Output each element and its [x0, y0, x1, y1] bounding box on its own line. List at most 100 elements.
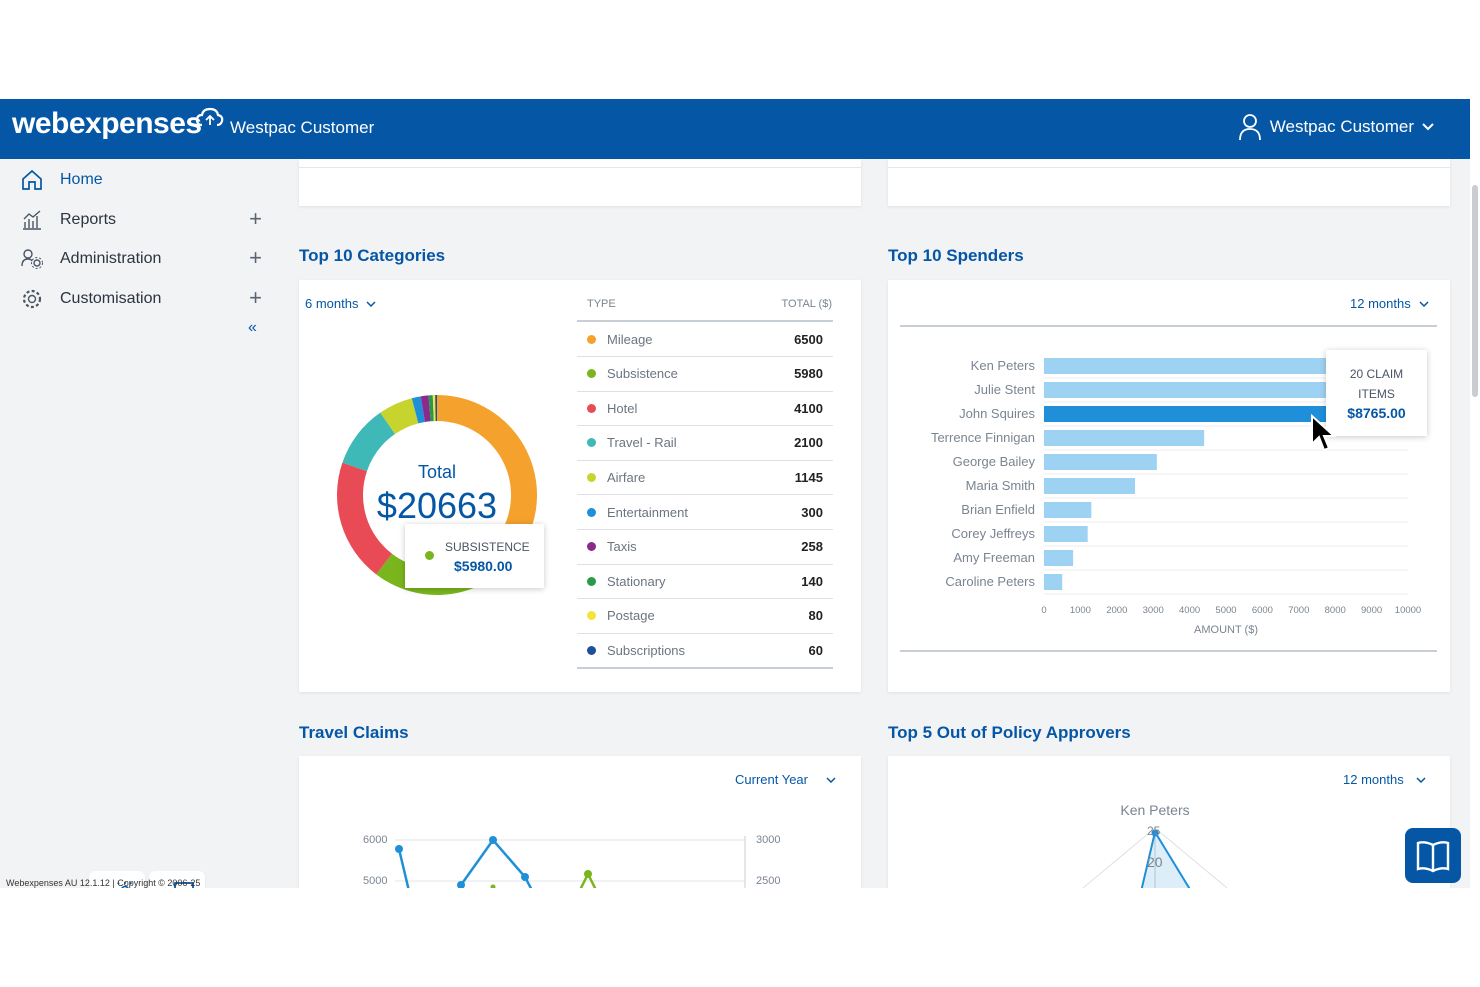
- x-tick-label: 8000: [1325, 605, 1346, 616]
- chevron-down-icon: [1422, 123, 1434, 131]
- donut-slice: [337, 462, 393, 575]
- approvers-period-dropdown[interactable]: 12 months: [1343, 772, 1426, 787]
- category-label: Mileage: [607, 331, 653, 347]
- category-total: 1145: [794, 469, 823, 485]
- category-label: Entertainment: [607, 504, 688, 520]
- tooltip-line2: ITEMS: [1358, 387, 1395, 401]
- x-tick-label: 0: [1041, 605, 1046, 616]
- category-total: 60: [808, 642, 823, 658]
- spender-name: Amy Freeman: [953, 550, 1035, 565]
- category-row[interactable]: Airfare 1145: [577, 460, 833, 496]
- expand-plus-icon[interactable]: +: [249, 245, 262, 270]
- category-row[interactable]: Subsistence 5980: [577, 357, 833, 392]
- categories-period-dropdown[interactable]: 6 months: [305, 296, 377, 311]
- spenders-title: Top 10 Spenders: [888, 246, 1024, 265]
- category-total: 140: [801, 573, 823, 589]
- spender-bar: [1044, 382, 1379, 398]
- category-row[interactable]: Postage 80: [577, 599, 833, 634]
- footer-copyright: Webexpenses AU 12.1.12 | Copyright © 200…: [6, 878, 201, 888]
- page-scrollbar[interactable]: [1472, 185, 1478, 397]
- tooltip-value: $5980.00: [454, 558, 513, 574]
- top-bar: webexpenses Westpac Customer Westpac Cus…: [0, 99, 1470, 159]
- guide-book-button[interactable]: [1405, 828, 1461, 883]
- spenders-top-rule: [900, 325, 1437, 327]
- legend-dot: [587, 507, 596, 517]
- open-book-icon: [1416, 840, 1450, 872]
- sidebar-item-reports[interactable]: Reports +: [20, 205, 264, 235]
- sidebar-item-label: Home: [60, 171, 103, 188]
- category-row[interactable]: Taxis 258: [577, 530, 833, 565]
- x-tick-label: 3000: [1143, 605, 1164, 616]
- expand-plus-icon[interactable]: +: [249, 206, 262, 231]
- category-row[interactable]: Subscriptions 60: [577, 633, 833, 669]
- spender-bar: [1044, 454, 1157, 470]
- right-tick-3000: 3000: [756, 834, 781, 846]
- tooltip-label: SUBSISTENCE: [445, 540, 530, 554]
- chevron-down-icon: [1416, 776, 1426, 783]
- category-label: Postage: [607, 608, 655, 624]
- user-menu[interactable]: Westpac Customer: [1238, 113, 1434, 141]
- spender-name: Brian Enfield: [961, 502, 1035, 517]
- mouse-cursor-icon: [1311, 414, 1337, 452]
- spender-tooltip: 20 CLAIM ITEMS $8765.00: [1326, 350, 1427, 436]
- legend-dot: [587, 542, 596, 552]
- categories-title: Top 10 Categories: [299, 246, 446, 265]
- spender-name: Terrence Finnigan: [931, 430, 1035, 445]
- tooltip-line1: 20 CLAIM: [1349, 367, 1404, 381]
- spender-bar: [1044, 526, 1088, 542]
- donut-total-label: Total: [417, 462, 457, 482]
- cloud-sync-icon: [196, 107, 224, 127]
- travel-line-chart: [395, 836, 746, 888]
- radar-axis-label: Ken Peters: [1120, 802, 1190, 818]
- category-row[interactable]: Hotel 4100: [577, 391, 833, 427]
- categories-card: 6 months Total $20663 SUBSISTENCE $5980.…: [299, 280, 861, 692]
- category-label: Hotel: [607, 400, 638, 416]
- radar-ring-20: 20: [1147, 854, 1163, 870]
- travel-period-dropdown[interactable]: Current Year: [735, 772, 836, 787]
- travel-claims-card: Current Year 6000 5000 3000 2500: [299, 756, 861, 888]
- table-bottom-rule: [577, 667, 833, 669]
- category-total: 5980: [794, 366, 823, 382]
- donut-total-value: $20663: [376, 485, 498, 526]
- sidebar-item-home[interactable]: Home: [20, 165, 264, 195]
- category-row[interactable]: Entertainment 300: [577, 495, 833, 530]
- spender-bar: [1044, 430, 1205, 446]
- organisation-name: Westpac Customer: [230, 118, 375, 137]
- legend-dot: [587, 334, 596, 344]
- sidebar-item-administration[interactable]: Administration +: [20, 244, 264, 274]
- spender-bar: [1044, 574, 1063, 590]
- spender-name: Caroline Peters: [945, 574, 1035, 589]
- donut-slice: [411, 396, 425, 424]
- legend-dot: [587, 611, 596, 621]
- spenders-bottom-rule: [900, 650, 1437, 652]
- donut-slice: [435, 395, 437, 422]
- approvers-radar-chart: [1082, 827, 1228, 888]
- category-row[interactable]: Mileage 6500: [577, 322, 833, 357]
- chat-support-button[interactable]: [149, 871, 205, 888]
- tooltip-dot: [425, 551, 434, 560]
- sidebar-item-label: Reports: [60, 211, 117, 228]
- right-tick-2500: 2500: [756, 875, 781, 887]
- spender-name: John Squires: [959, 406, 1035, 421]
- sidebar-item-customisation[interactable]: Customisation +: [20, 284, 264, 314]
- travel-claims-title: Travel Claims: [299, 723, 409, 742]
- legend-dot: [587, 403, 596, 413]
- spender-bar: [1044, 478, 1135, 494]
- support-person-button[interactable]: [89, 871, 145, 888]
- approvers-card: 12 months Ken Peters 25 20: [888, 756, 1450, 888]
- legend-dot: [587, 369, 596, 379]
- spenders-period-dropdown[interactable]: 12 months: [1350, 296, 1429, 311]
- x-tick-label: 10000: [1395, 605, 1421, 616]
- app-window: webexpenses Westpac Customer Westpac Cus…: [0, 99, 1470, 888]
- category-total: 300: [801, 504, 823, 520]
- expand-plus-icon[interactable]: +: [249, 285, 262, 310]
- category-row[interactable]: Stationary 140: [577, 564, 833, 600]
- category-row[interactable]: Travel - Rail 2100: [577, 426, 833, 461]
- logo[interactable]: webexpenses: [12, 107, 202, 140]
- col-type: TYPE: [587, 298, 616, 310]
- collapse-sidebar-icon[interactable]: «: [248, 319, 257, 336]
- category-label: Taxis: [607, 539, 637, 555]
- chevron-down-icon: [1419, 300, 1429, 307]
- card-top-left-partial: [299, 159, 861, 206]
- users-gear-icon: [20, 247, 44, 271]
